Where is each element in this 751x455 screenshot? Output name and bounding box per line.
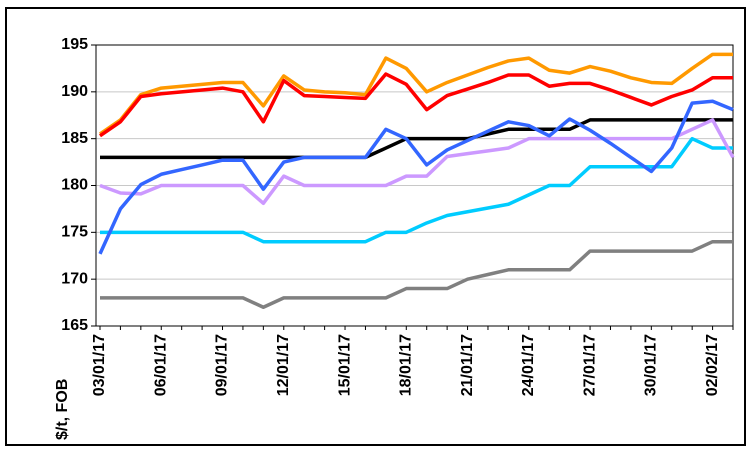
x-tick-label: 12/01/17 [275, 334, 292, 396]
y-tick-label: 195 [61, 36, 88, 53]
x-tick-label: 02/02/17 [704, 334, 721, 396]
x-tick-label: 21/01/17 [459, 334, 476, 396]
x-tick-label: 06/01/17 [152, 334, 169, 396]
series-line [99, 52, 733, 136]
x-tick-label: 24/01/17 [520, 334, 537, 396]
x-tick-label: 30/01/17 [643, 334, 660, 396]
y-axis-label: $/t, FOB [54, 379, 71, 440]
x-tick-label: 03/01/17 [91, 334, 108, 396]
y-tick-label: 180 [61, 177, 88, 194]
x-tick-label: 09/01/17 [214, 334, 231, 396]
x-tick-label: 15/01/17 [336, 334, 353, 396]
x-tick-label: 18/01/17 [398, 334, 415, 396]
y-tick-label: 170 [61, 270, 88, 287]
series-line [98, 99, 734, 255]
y-tick-label: 190 [61, 83, 88, 100]
series-line [100, 136, 733, 244]
series-line [99, 118, 735, 206]
series-line [100, 118, 733, 160]
series-line [99, 72, 733, 138]
y-tick-label: 175 [61, 224, 88, 241]
plot-border [95, 44, 734, 327]
y-tick-label: 185 [61, 130, 88, 147]
y-tick-label: 165 [61, 317, 88, 334]
series-line [100, 239, 733, 310]
chart-frame [5, 7, 746, 446]
x-tick-label: 27/01/17 [581, 334, 598, 396]
